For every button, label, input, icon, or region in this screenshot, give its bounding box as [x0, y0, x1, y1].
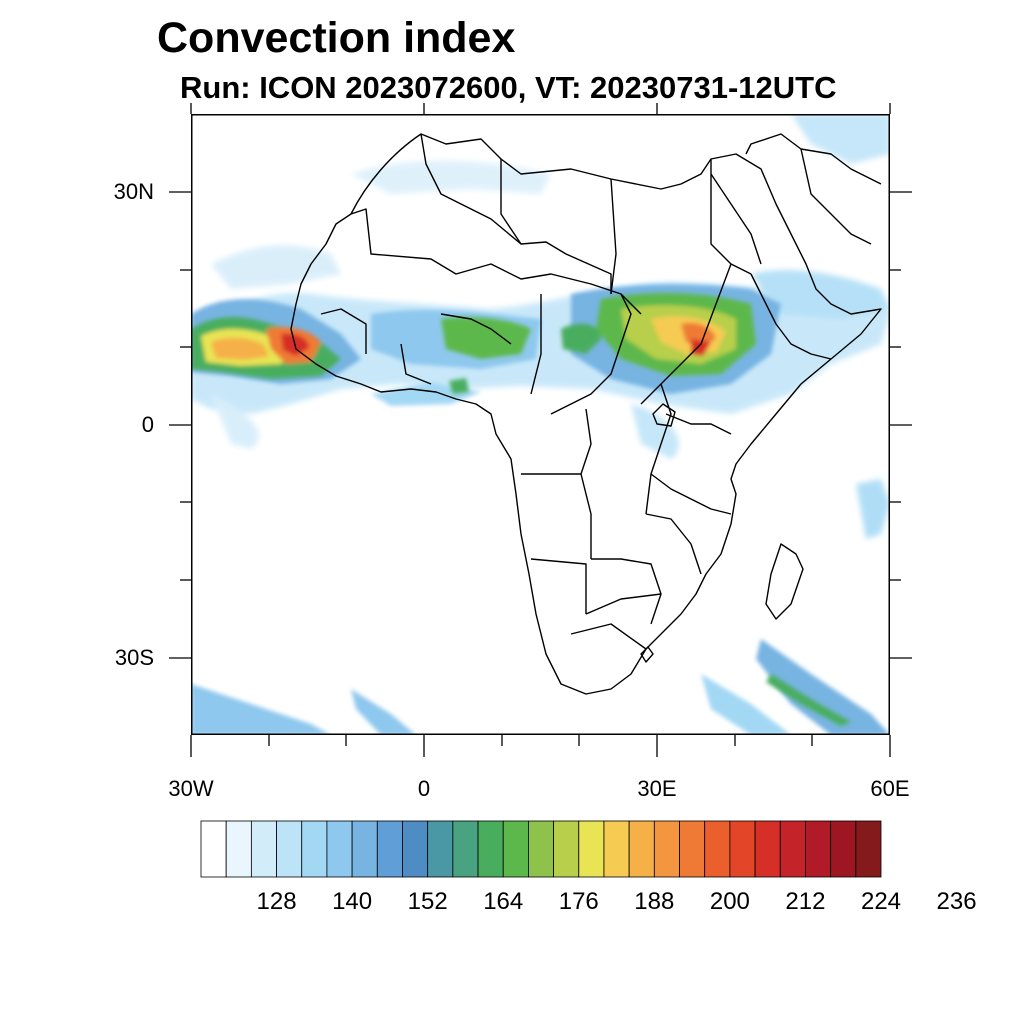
lat-label-30s: 30S [114, 645, 154, 670]
convection-field-high [191, 292, 851, 726]
colorbar [200, 820, 882, 878]
colorbar-swatch [729, 820, 756, 878]
convection-index-map [191, 114, 890, 735]
colorbar-swatch [704, 820, 731, 878]
colorbar-swatch [805, 820, 832, 878]
colorbar-swatch [603, 820, 630, 878]
colorbar-tick-label: 128 [256, 888, 297, 915]
colorbar-swatch [578, 820, 605, 878]
coastlines-and-borders [290, 133, 882, 695]
colorbar-swatch [225, 820, 252, 878]
colorbar-swatch [250, 820, 277, 878]
colorbar-tick-label: 176 [558, 888, 599, 915]
colorbar-tick-label: 164 [483, 888, 524, 915]
colorbar-swatch [351, 820, 378, 878]
colorbar-swatch [402, 820, 429, 878]
colorbar-swatch [427, 820, 454, 878]
colorbar-swatch [376, 820, 403, 878]
colorbar-swatch [679, 820, 706, 878]
colorbar-swatch [326, 820, 353, 878]
map-canvas [191, 114, 890, 735]
colorbar-tick-label: 140 [332, 888, 373, 915]
colorbar-swatch [301, 820, 328, 878]
colorbar-swatch [653, 820, 680, 878]
colorbar-swatch [855, 820, 882, 878]
colorbar-swatch [754, 820, 781, 878]
colorbar-swatch [452, 820, 479, 878]
run-valid-time-subtitle: Run: ICON 2023072600, VT: 20230731-12UTC [180, 70, 837, 105]
colorbar-swatch [502, 820, 529, 878]
colorbar-swatch [553, 820, 580, 878]
colorbar-tick-label: 188 [634, 888, 675, 915]
colorbar-swatch [628, 820, 655, 878]
colorbar-tick-label: 236 [936, 888, 977, 915]
colorbar-tick-label: 152 [407, 888, 448, 915]
colorbar-swatch [477, 820, 504, 878]
colorbar-swatch [200, 820, 227, 878]
colorbar-swatch [528, 820, 554, 878]
colorbar-swatch [276, 820, 303, 878]
colorbar-tick-label: 212 [785, 888, 826, 915]
chart-title: Convection index [157, 14, 516, 62]
lat-label-equator: 0 [141, 412, 154, 437]
lon-label-30w: 30W [168, 776, 214, 801]
lat-label-30n: 30N [113, 179, 154, 204]
lon-label-30e: 30E [637, 776, 677, 801]
lon-label-60e: 60E [870, 776, 910, 801]
colorbar-swatch [779, 820, 806, 878]
colorbar-swatch [830, 820, 857, 878]
colorbar-tick-label: 224 [860, 888, 902, 915]
lon-label-0: 0 [417, 776, 431, 801]
colorbar-tick-label: 200 [709, 888, 750, 915]
